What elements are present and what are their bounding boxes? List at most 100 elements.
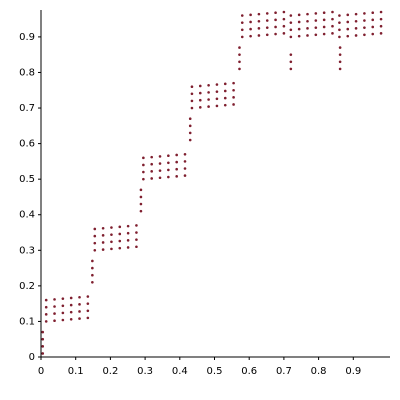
point	[289, 60, 293, 64]
point	[232, 81, 235, 85]
y-tick-label: 0.5	[19, 174, 35, 185]
point	[188, 117, 192, 121]
point	[61, 311, 65, 315]
x-tick-label: 0.1	[68, 366, 84, 377]
point	[232, 88, 235, 92]
x-tick-label: 0.6	[241, 366, 257, 377]
point	[135, 238, 138, 241]
point	[167, 154, 170, 157]
point	[158, 155, 162, 158]
point	[198, 91, 202, 95]
point	[297, 27, 301, 31]
point	[44, 320, 48, 323]
point	[354, 34, 358, 37]
point	[363, 33, 366, 37]
point	[322, 18, 326, 22]
point	[215, 90, 219, 93]
point	[249, 13, 252, 17]
point	[139, 202, 143, 206]
point	[297, 34, 301, 38]
point	[249, 34, 252, 38]
point	[314, 33, 318, 37]
point	[183, 174, 187, 177]
point	[110, 226, 113, 229]
point	[118, 239, 122, 243]
point	[240, 28, 244, 32]
point	[238, 67, 241, 71]
point	[289, 67, 293, 71]
point	[126, 239, 130, 242]
point	[331, 24, 334, 28]
point	[274, 11, 277, 15]
point	[69, 317, 73, 321]
point	[110, 247, 113, 251]
point	[379, 17, 383, 21]
point	[91, 266, 94, 270]
point	[306, 12, 309, 16]
point	[265, 19, 269, 22]
point	[346, 27, 350, 31]
point	[41, 330, 45, 334]
point	[354, 12, 358, 16]
point	[306, 34, 309, 37]
point	[135, 231, 138, 234]
point	[338, 28, 341, 32]
point	[150, 177, 153, 180]
point	[232, 96, 235, 99]
point	[265, 12, 269, 15]
point	[282, 24, 286, 28]
y-tick-label: 0.1	[19, 316, 35, 327]
point	[207, 105, 210, 108]
point	[371, 32, 375, 36]
y-tick-label: 0.3	[19, 245, 35, 256]
y-tick-label: 0.6	[19, 139, 35, 150]
point	[322, 11, 326, 15]
point	[240, 21, 244, 24]
point	[53, 298, 56, 301]
point	[346, 13, 350, 17]
point	[78, 295, 81, 299]
point	[78, 310, 81, 313]
point	[297, 13, 301, 17]
point	[354, 27, 358, 30]
point	[91, 259, 94, 263]
point	[93, 234, 97, 238]
point	[183, 167, 187, 170]
point	[86, 302, 90, 305]
point	[135, 224, 138, 227]
point	[223, 82, 227, 86]
point	[338, 53, 342, 56]
x-tick-label: 0.2	[102, 366, 118, 377]
point	[338, 46, 342, 49]
point	[274, 25, 277, 29]
point	[289, 35, 293, 39]
point	[322, 25, 326, 29]
point	[53, 305, 56, 308]
point	[306, 27, 309, 30]
point	[338, 35, 341, 39]
x-tick-label: 0.8	[311, 366, 327, 377]
point	[91, 281, 94, 284]
point	[238, 53, 241, 56]
point	[190, 85, 194, 88]
point	[44, 305, 48, 309]
point	[223, 103, 227, 107]
point	[257, 34, 261, 37]
point	[139, 188, 143, 192]
point	[190, 106, 194, 110]
x-tick-label: 0.7	[276, 366, 292, 377]
point	[207, 98, 210, 101]
point	[91, 273, 94, 277]
point	[289, 53, 293, 56]
point	[135, 245, 138, 249]
point	[289, 21, 293, 24]
point	[257, 19, 261, 23]
point	[338, 67, 342, 71]
point	[257, 12, 261, 16]
point	[282, 32, 286, 35]
point	[249, 27, 252, 31]
point	[346, 34, 350, 38]
x-tick-label: 0	[38, 366, 44, 377]
x-tick-label: 0.5	[207, 366, 223, 377]
point	[379, 32, 383, 35]
